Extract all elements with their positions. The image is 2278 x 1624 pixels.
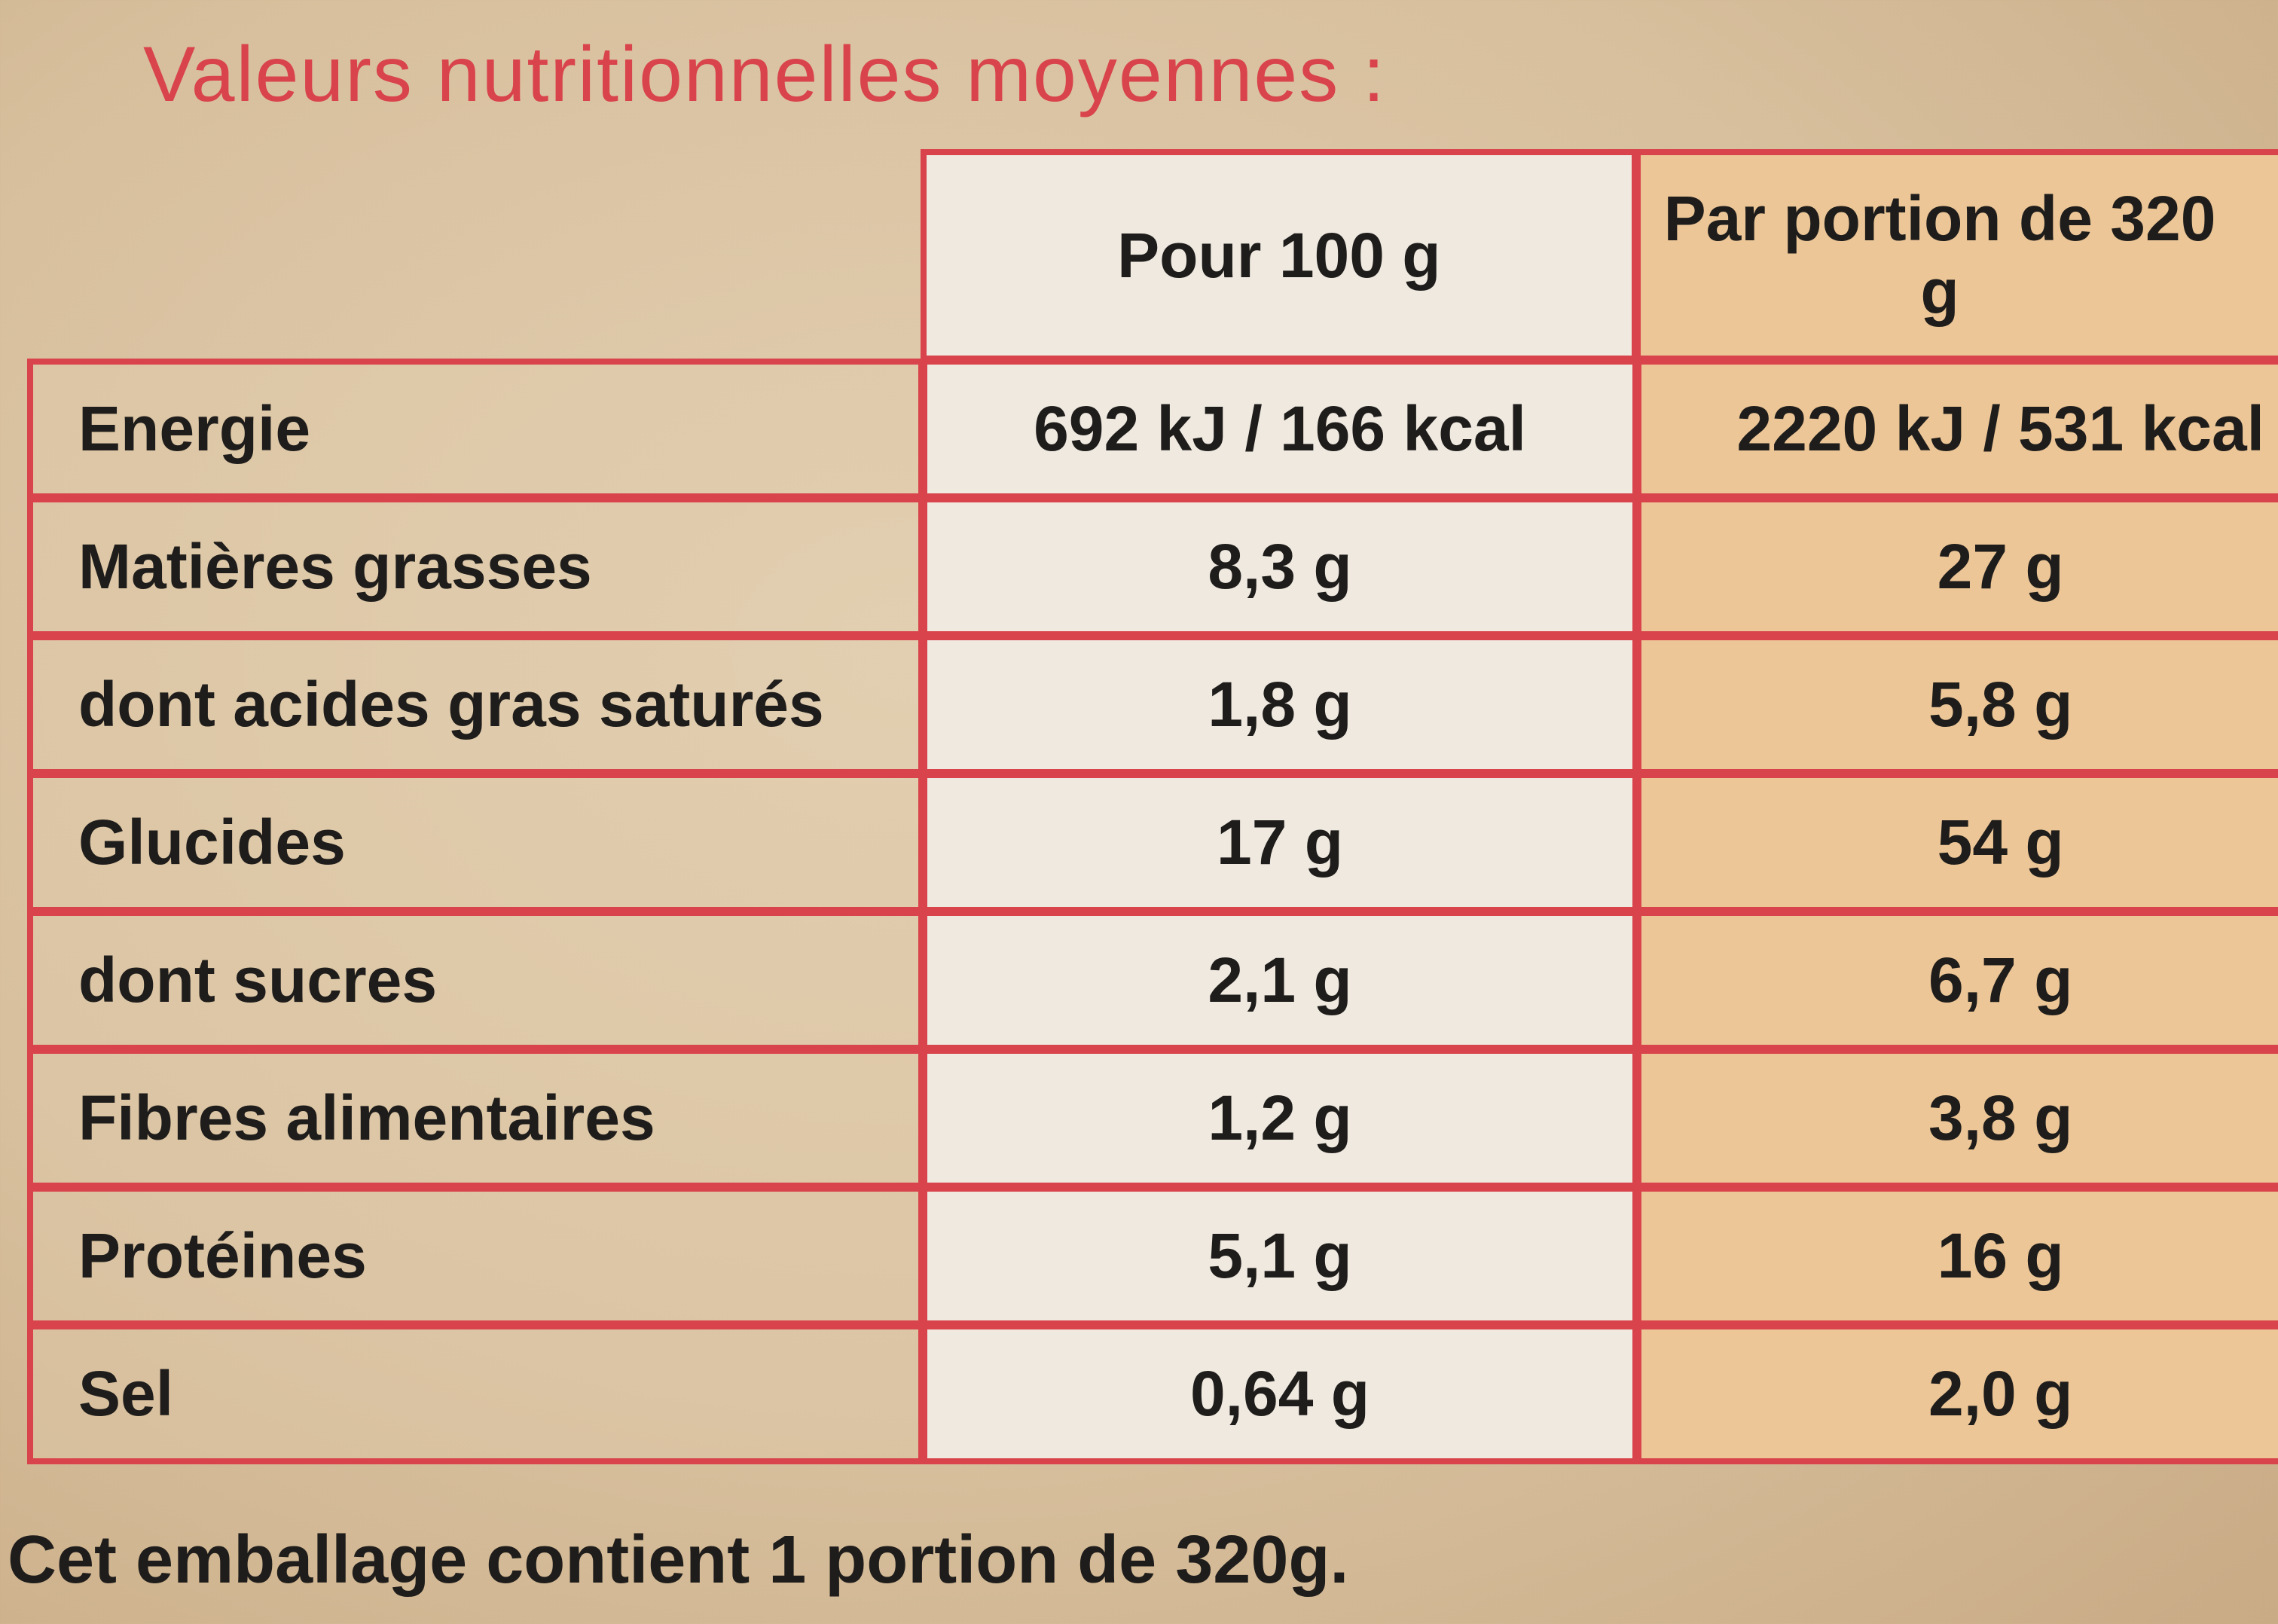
value-cell: 5,1 g [921,1186,1639,1326]
footer-note: Cet emballage contient 1 portion de 320g… [8,1522,1349,1598]
row-label: Fibres alimentaires [27,1048,924,1189]
value-cell: 5,8 g [1635,634,2278,775]
value-cell: 17 g [921,772,1639,913]
value-cell: 2,1 g [921,910,1639,1051]
value-cell: 54 g [1635,772,2278,913]
table-row: Matières grasses 8,3 g 27 g [27,496,2278,637]
header-cell: Pour 100 g [920,149,1638,362]
table-row: Fibres alimentaires 1,2 g 3,8 g [27,1048,2278,1189]
table-row: Energie 692 kJ / 166 kcal 2220 kJ / 531 kc… [27,359,2278,499]
table-row: dont sucres 2,1 g 6,7 g [27,910,2278,1051]
value-cell: 1,8 g [921,634,1639,775]
header-row: Pour 100 g Par portion de 320 g [27,149,2278,362]
nutrition-table: Pour 100 g Par portion de 320 g Energie 692… [27,149,2278,1464]
row-label: Protéines [27,1186,924,1326]
value-cell: 2220 kJ / 531 kcal [1635,359,2278,499]
table-row: Sel 0,64 g 2,0 g [27,1323,2278,1464]
value-cell: 3,8 g [1635,1048,2278,1189]
value-cell: 692 kJ / 166 kcal [921,359,1639,499]
row-label: Glucides [27,772,924,913]
header-cell: Par portion de 320 g [1635,149,2278,362]
title: Valeurs nutritionnelles moyennes : [143,31,1387,118]
table-row: Glucides 17 g 54 g [27,772,2278,913]
row-label: dont sucres [27,910,924,1051]
value-cell: 2,0 g [1635,1323,2278,1464]
value-cell: 8,3 g [921,496,1639,637]
value-cell: 16 g [1635,1186,2278,1326]
row-label: Energie [27,359,924,499]
table-row: dont acides gras saturés 1,8 g 5,8 g [27,634,2278,775]
row-label: Matières grasses [27,496,924,637]
header-empty [27,149,924,362]
value-cell: 6,7 g [1635,910,2278,1051]
value-cell: 27 g [1635,496,2278,637]
value-cell: 0,64 g [921,1323,1639,1464]
value-cell: 1,2 g [921,1048,1639,1189]
table-row: Protéines 5,1 g 16 g [27,1186,2278,1326]
row-label: Sel [27,1323,924,1464]
row-label: dont acides gras saturés [27,634,924,775]
